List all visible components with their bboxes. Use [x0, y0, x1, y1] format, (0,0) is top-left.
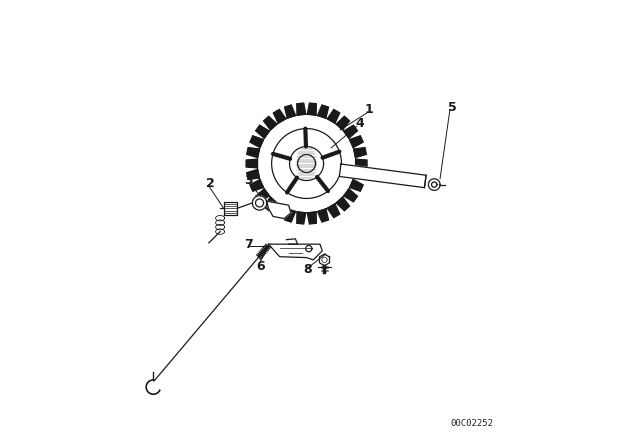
Polygon shape	[287, 239, 298, 244]
Polygon shape	[285, 105, 296, 118]
Polygon shape	[307, 103, 316, 115]
Text: 8: 8	[303, 263, 312, 276]
Polygon shape	[354, 169, 366, 179]
Polygon shape	[317, 209, 328, 222]
Polygon shape	[264, 116, 277, 130]
Polygon shape	[344, 125, 357, 138]
Polygon shape	[339, 164, 426, 188]
Polygon shape	[349, 136, 363, 147]
Text: 3: 3	[244, 173, 253, 187]
Polygon shape	[273, 109, 286, 123]
Polygon shape	[250, 180, 264, 191]
Text: 1: 1	[365, 103, 374, 116]
Polygon shape	[264, 197, 277, 211]
Text: 00C02252: 00C02252	[451, 419, 494, 428]
Polygon shape	[273, 204, 286, 218]
Text: 5: 5	[448, 101, 456, 114]
Polygon shape	[256, 189, 269, 202]
Polygon shape	[319, 254, 330, 266]
Text: 6: 6	[257, 260, 265, 273]
Polygon shape	[246, 159, 257, 168]
Polygon shape	[327, 204, 340, 218]
Polygon shape	[344, 189, 357, 202]
Polygon shape	[297, 103, 306, 115]
Polygon shape	[247, 169, 259, 179]
Polygon shape	[349, 180, 363, 191]
Polygon shape	[336, 197, 349, 211]
Polygon shape	[327, 109, 340, 123]
Polygon shape	[269, 244, 323, 260]
Polygon shape	[336, 116, 349, 130]
Polygon shape	[356, 159, 367, 168]
Text: 7: 7	[244, 237, 253, 251]
Polygon shape	[285, 209, 296, 222]
Polygon shape	[224, 202, 237, 215]
Text: 2: 2	[206, 177, 214, 190]
Polygon shape	[256, 125, 269, 138]
Polygon shape	[354, 148, 366, 158]
Polygon shape	[267, 201, 291, 219]
Polygon shape	[247, 148, 259, 158]
Polygon shape	[297, 212, 306, 224]
Polygon shape	[307, 212, 316, 224]
Polygon shape	[317, 105, 328, 118]
Text: 4: 4	[355, 116, 364, 130]
Polygon shape	[250, 136, 264, 147]
Polygon shape	[252, 196, 267, 210]
